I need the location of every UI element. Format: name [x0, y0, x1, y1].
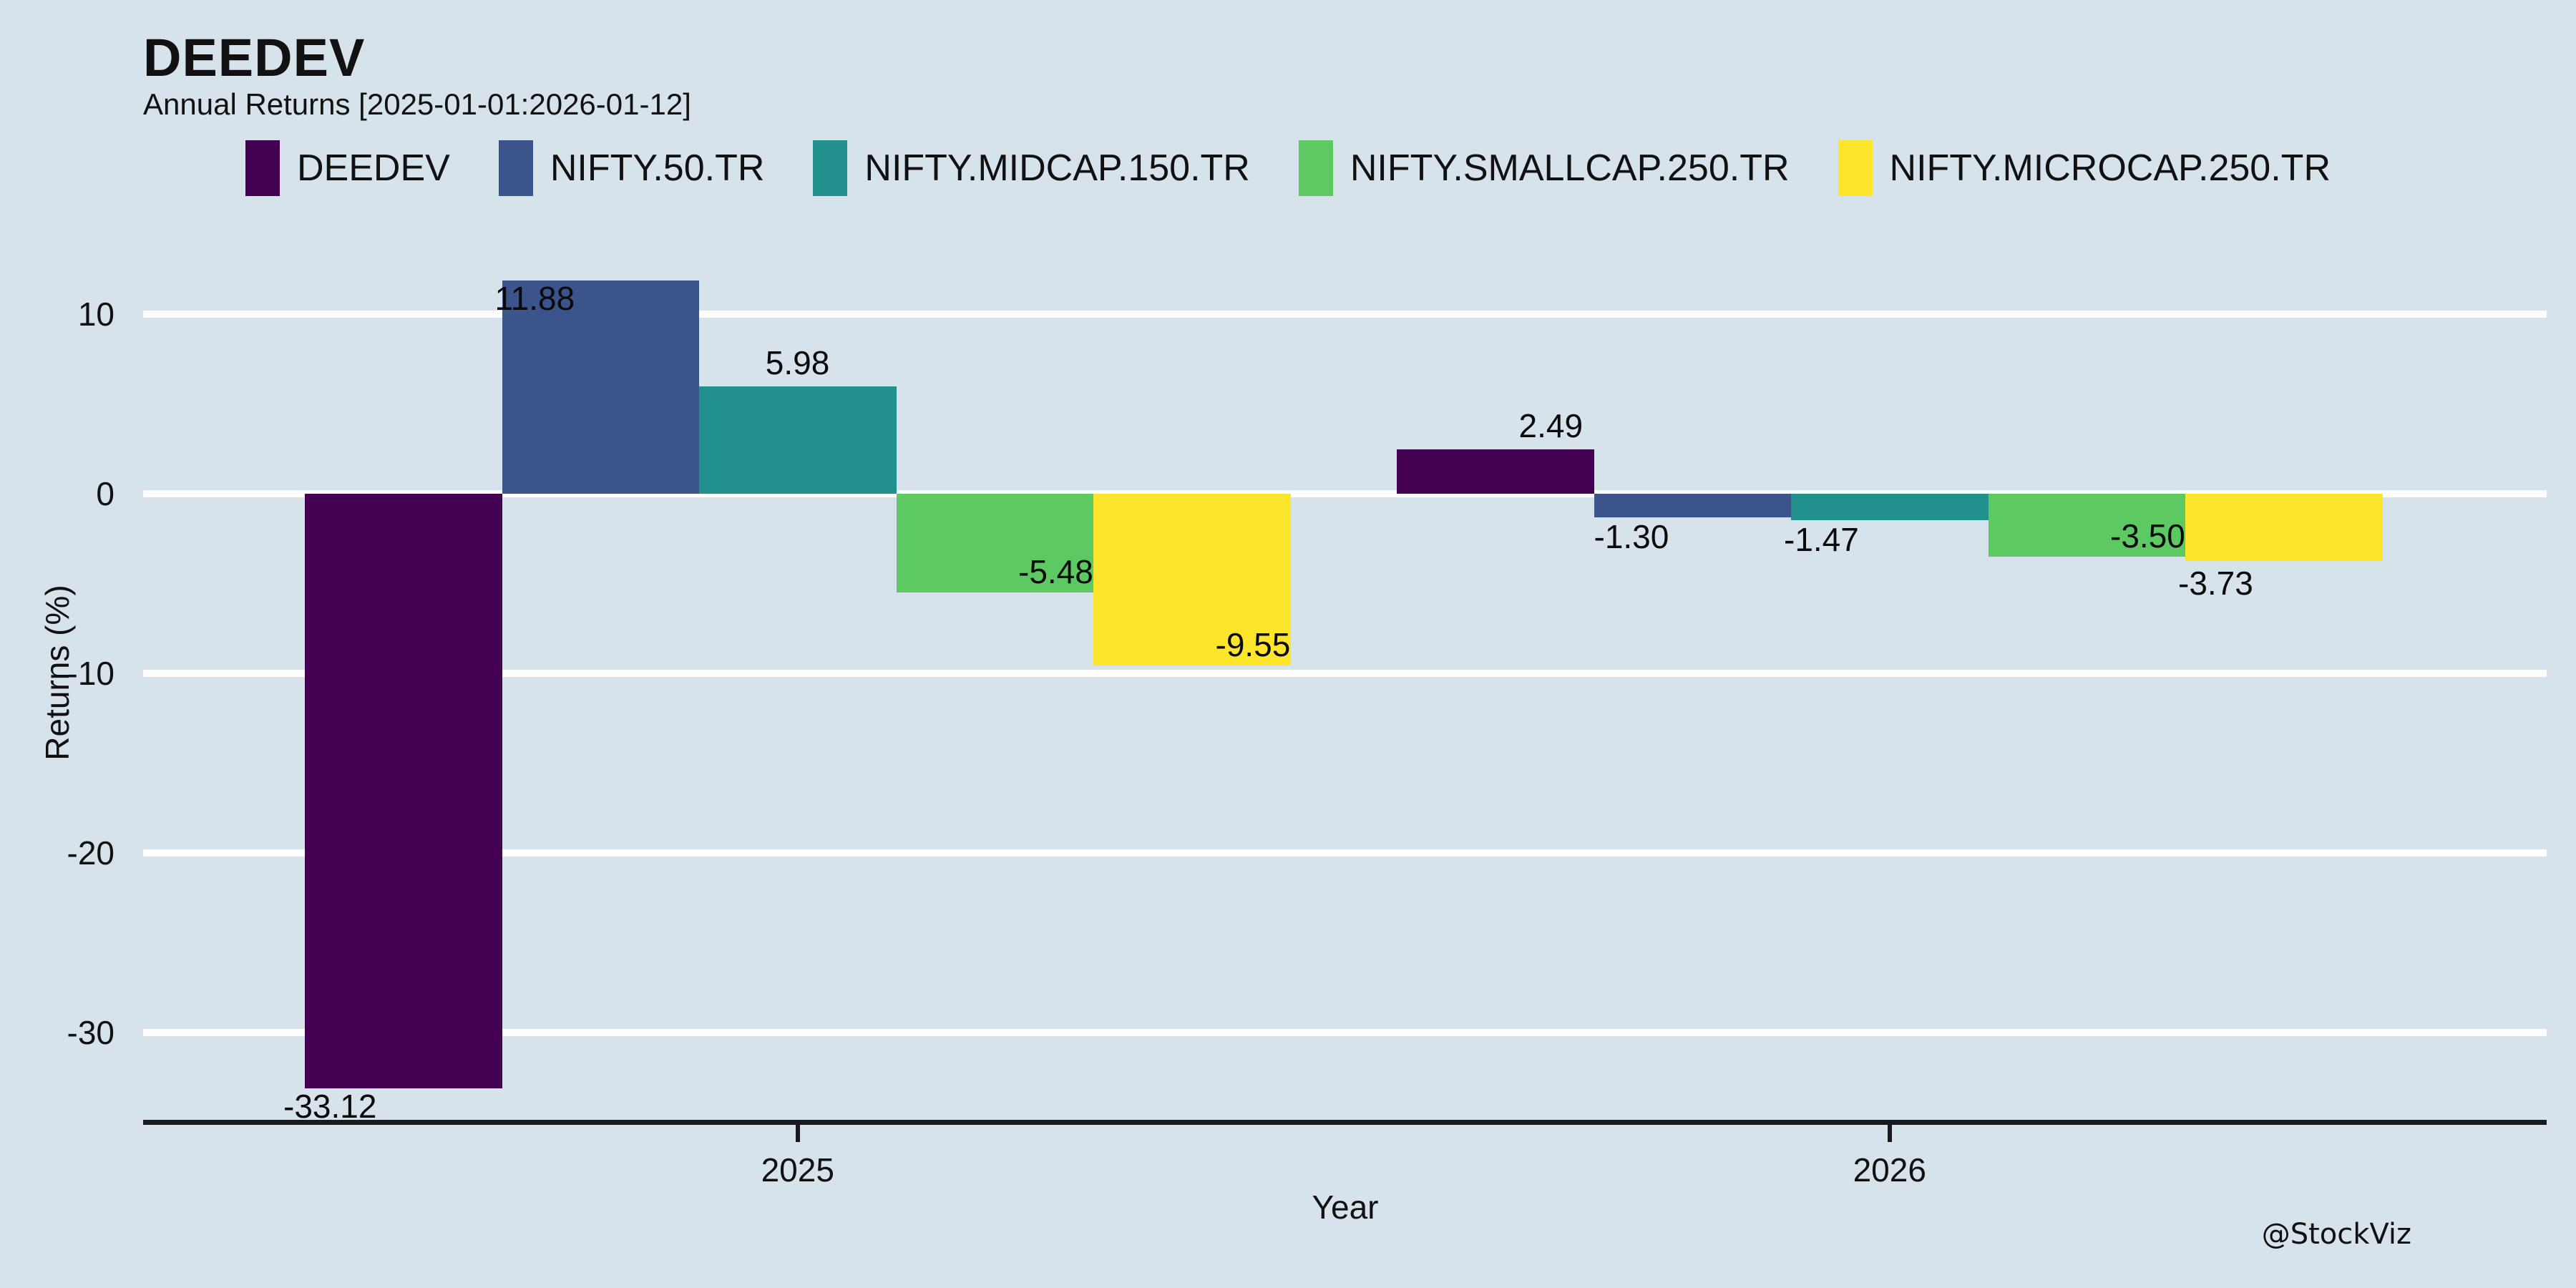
bar-nifty-50-tr-2026	[1594, 494, 1791, 517]
y-tick-label: -30	[67, 1014, 114, 1051]
x-tick-label-2026: 2026	[1853, 1151, 1926, 1189]
legend-swatch-icon	[245, 140, 280, 196]
x-tick-mark	[795, 1122, 800, 1142]
legend-swatch-icon	[1298, 140, 1333, 196]
bar-nifty-microcap-250-tr-2025	[1093, 494, 1291, 665]
bar-value-label: -5.48	[1018, 552, 1093, 590]
x-tick-mark	[1887, 1122, 1892, 1142]
bar-value-label: 2.49	[1518, 406, 1584, 444]
legend-item-nifty-50-tr: NIFTY.50.TR	[498, 140, 765, 196]
bar-nifty-50-tr-2025	[502, 280, 699, 494]
bar-value-label: -3.50	[2110, 517, 2185, 555]
gridline-y-0	[143, 490, 2547, 497]
bar-value-label: 11.88	[494, 279, 575, 317]
legend-label: NIFTY.MICROCAP.250.TR	[1889, 147, 2331, 189]
legend-item-nifty-smallcap-250-tr: NIFTY.SMALLCAP.250.TR	[1298, 140, 1790, 196]
gridline-y--20	[143, 849, 2547, 857]
y-tick-label: -20	[67, 834, 114, 872]
x-axis-line	[143, 1120, 2547, 1125]
legend-label: NIFTY.SMALLCAP.250.TR	[1350, 147, 1790, 189]
y-tick-label: 10	[77, 296, 114, 333]
legend: DEEDEV NIFTY.50.TR NIFTY.MIDCAP.150.TR NIFT…	[0, 140, 2576, 196]
bar-value-label: -1.30	[1594, 517, 1669, 555]
bar-deedev-2025	[305, 494, 502, 1089]
bar-nifty-microcap-250-tr-2026	[2185, 494, 2383, 561]
bar-value-label: -1.47	[1784, 520, 1859, 558]
legend-swatch-icon	[498, 140, 533, 196]
x-tick-label-2025: 2025	[761, 1151, 834, 1189]
legend-label: NIFTY.MIDCAP.150.TR	[864, 147, 1250, 189]
legend-swatch-icon	[813, 140, 848, 196]
legend-item-nifty-midcap-150-tr: NIFTY.MIDCAP.150.TR	[813, 140, 1250, 196]
chart-title: DEEDEV	[143, 28, 366, 87]
bar-value-label: -3.73	[2178, 564, 2253, 602]
gridline-y--30	[143, 1029, 2547, 1036]
bar-value-label: -33.12	[283, 1088, 377, 1126]
bar-deedev-2026	[1397, 449, 1594, 494]
y-tick-label: -10	[67, 655, 114, 692]
y-axis-title: Returns (%)	[39, 585, 76, 761]
legend-swatch-icon	[1838, 140, 1873, 196]
chart-subtitle: Annual Returns [2025-01-01:2026-01-12]	[143, 87, 691, 121]
legend-label: NIFTY.50.TR	[550, 147, 765, 189]
y-tick-label: 0	[96, 475, 114, 512]
bar-value-label: -9.55	[1215, 625, 1291, 663]
legend-item-nifty-microcap-250-tr: NIFTY.MICROCAP.250.TR	[1838, 140, 2331, 196]
gridline-y-10	[143, 311, 2547, 318]
x-axis-title: Year	[1312, 1189, 1379, 1226]
bar-nifty-smallcap-250-tr-2026	[1988, 494, 2185, 557]
bar-nifty-smallcap-250-tr-2025	[896, 494, 1093, 592]
bar-value-label: 5.98	[765, 343, 830, 381]
gridline-y--10	[143, 670, 2547, 677]
legend-item-deedev: DEEDEV	[245, 140, 450, 196]
watermark: @StockViz	[2261, 1218, 2411, 1251]
legend-label: DEEDEV	[296, 147, 450, 189]
bar-nifty-midcap-150-tr-2025	[699, 386, 897, 494]
bar-nifty-midcap-150-tr-2026	[1791, 494, 1989, 520]
